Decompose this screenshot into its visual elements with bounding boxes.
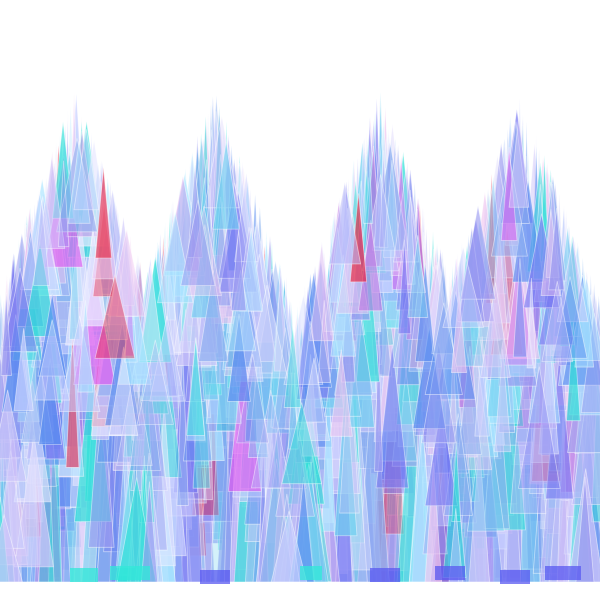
spike xyxy=(321,373,336,532)
spike xyxy=(541,281,574,363)
spike xyxy=(94,275,136,359)
base-block xyxy=(370,568,400,582)
base-block xyxy=(300,566,322,580)
spike xyxy=(57,160,70,248)
spike xyxy=(198,270,229,362)
spike xyxy=(412,327,447,429)
spike xyxy=(0,292,12,376)
spike xyxy=(107,229,146,317)
spike xyxy=(152,403,176,567)
spike xyxy=(230,230,247,312)
spike xyxy=(309,243,335,342)
base-block xyxy=(70,568,98,582)
spike xyxy=(136,339,174,425)
spike xyxy=(88,375,115,548)
spike xyxy=(227,313,251,402)
spike xyxy=(281,402,323,485)
spike xyxy=(460,205,496,300)
spike xyxy=(124,265,135,357)
spike xyxy=(451,441,462,523)
spike xyxy=(552,276,588,359)
spike xyxy=(397,239,412,335)
spike-field xyxy=(0,92,600,584)
spike xyxy=(32,200,51,286)
spike xyxy=(124,273,138,363)
spike xyxy=(334,379,358,537)
spike xyxy=(480,282,511,378)
spike xyxy=(382,160,401,258)
spike xyxy=(149,316,185,402)
spike xyxy=(317,300,331,383)
base-block xyxy=(110,566,150,580)
spike xyxy=(448,508,464,583)
spike xyxy=(575,476,595,583)
spike xyxy=(329,349,353,437)
spike xyxy=(297,321,324,423)
spike xyxy=(94,167,113,259)
base-block xyxy=(500,570,530,584)
spike xyxy=(34,319,71,401)
spike xyxy=(414,263,436,362)
spike xyxy=(239,227,264,312)
spike xyxy=(407,235,429,318)
base-block xyxy=(200,570,230,584)
spike xyxy=(363,135,374,224)
spike xyxy=(566,322,581,422)
spike xyxy=(0,513,24,583)
spike xyxy=(180,199,216,287)
spike xyxy=(283,325,302,408)
spike xyxy=(250,390,291,489)
spike xyxy=(526,277,537,369)
spike xyxy=(468,442,491,583)
spike xyxy=(568,277,600,361)
base-block xyxy=(435,566,465,580)
spike xyxy=(328,182,362,265)
spike xyxy=(379,150,389,249)
spike xyxy=(424,462,443,583)
spike xyxy=(176,348,189,506)
spike xyxy=(508,114,530,208)
spike xyxy=(442,246,485,328)
spike xyxy=(548,208,565,291)
spike xyxy=(38,156,66,249)
spike xyxy=(186,338,206,436)
spike xyxy=(493,349,512,453)
spike xyxy=(450,292,467,374)
spike xyxy=(212,141,240,230)
spike xyxy=(330,254,356,357)
spike xyxy=(140,481,159,583)
spike xyxy=(556,416,570,583)
spike xyxy=(374,327,384,472)
spike xyxy=(424,404,458,507)
spike xyxy=(270,510,308,583)
spike xyxy=(108,346,139,436)
spike xyxy=(0,389,27,482)
spike xyxy=(405,189,416,285)
spike xyxy=(13,328,34,411)
spike xyxy=(67,140,91,224)
spike xyxy=(73,129,100,211)
spike xyxy=(517,366,561,489)
spike xyxy=(77,300,94,393)
base-block xyxy=(545,566,581,580)
spike xyxy=(245,284,288,379)
spike xyxy=(38,358,62,446)
spike xyxy=(466,392,505,532)
spike xyxy=(474,336,490,437)
spike xyxy=(247,355,269,458)
spike xyxy=(2,268,38,352)
spike xyxy=(574,270,595,368)
spike xyxy=(375,344,409,489)
spike xyxy=(421,343,457,444)
spike xyxy=(23,241,57,337)
